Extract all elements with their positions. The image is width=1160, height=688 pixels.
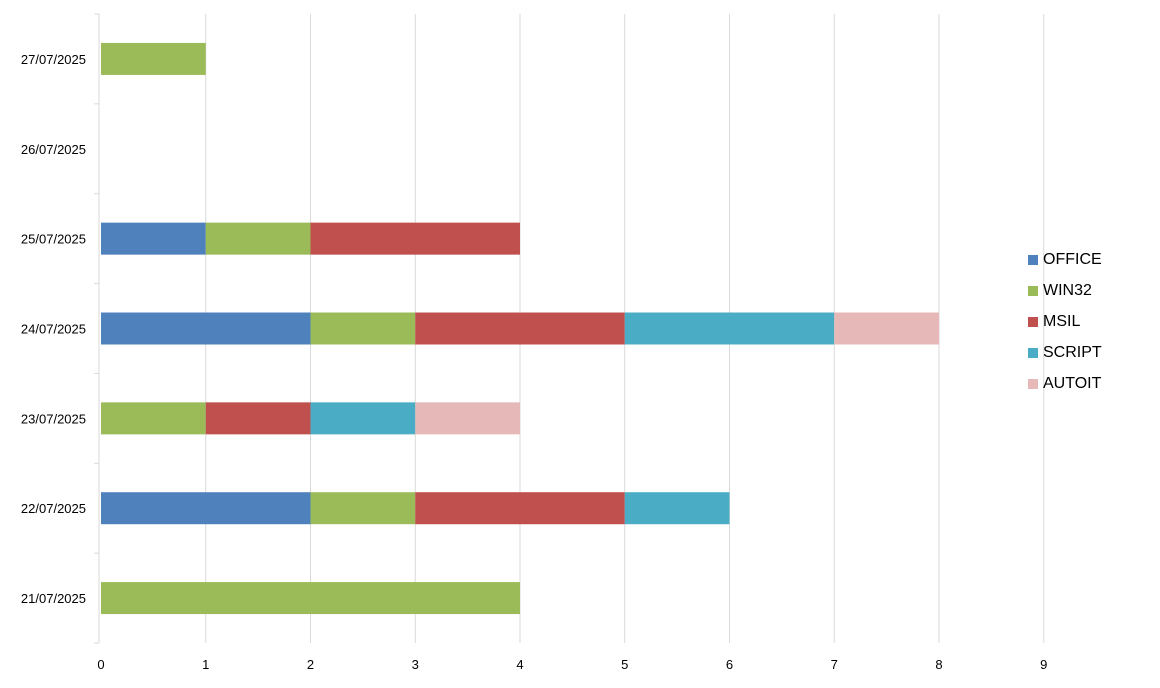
x-tick-label: 1 [202,657,209,672]
x-tick-label: 0 [97,657,104,672]
bar-segment-autoit [834,312,939,345]
bar-segment-win32 [101,42,206,75]
bar-segment-win32 [205,222,311,255]
legend: OFFICE WIN32 MSIL SCRIPT AUTOIT [1028,244,1102,399]
x-tick-label: 7 [831,657,838,672]
x-tick-label: 5 [621,657,628,672]
bar-segment-script [624,492,730,525]
y-tick-label: 26/07/2025 [21,142,86,157]
x-tick-label: 9 [1040,657,1047,672]
y-tick-label: 22/07/2025 [21,501,86,516]
y-tick-label: 24/07/2025 [21,322,86,337]
bar-segment-win32 [310,492,416,525]
legend-label: WIN32 [1043,281,1092,299]
bar-segment-autoit [415,402,520,435]
legend-swatch [1028,285,1038,296]
bar-segment-script [310,402,416,435]
x-tick-label: 3 [412,657,419,672]
x-tick-label: 4 [516,657,523,672]
x-tick-label: 8 [935,657,942,672]
y-tick-label: 25/07/2025 [21,232,86,247]
bar-segment-win32 [101,402,206,435]
legend-swatch [1028,254,1038,265]
legend-label: OFFICE [1043,250,1102,268]
x-tick-label: 6 [726,657,733,672]
bar-segment-office [101,222,206,255]
bar-segment-office [101,492,311,525]
bar-segment-script [624,312,835,345]
legend-label: AUTOIT [1043,374,1102,392]
bars [101,42,939,615]
legend-swatch [1028,316,1038,327]
legend-label: MSIL [1043,312,1081,330]
x-tick-label: 2 [307,657,314,672]
bar-segment-win32 [101,582,520,615]
bar-segment-msil [415,492,625,525]
y-tick-label: 21/07/2025 [21,591,86,606]
bar-segment-win32 [310,312,416,345]
legend-item-script: SCRIPT [1028,337,1102,368]
legend-swatch [1028,347,1038,358]
tick-labels: 0 1 2 3 4 5 6 7 8 9 21/07/2025 22/07/2025 23/07/2025… [21,52,1047,672]
bar-segment-msil [415,312,625,345]
axes [94,13,100,644]
y-tick-label: 23/07/2025 [21,411,86,426]
legend-label: SCRIPT [1043,343,1102,361]
legend-item-win32: WIN32 [1028,275,1102,306]
bar-segment-msil [205,402,311,435]
bar-segment-msil [310,222,520,255]
legend-item-autoit: AUTOIT [1028,368,1102,399]
bar-segment-office [101,312,311,345]
legend-item-msil: MSIL [1028,306,1102,337]
y-tick-label: 27/07/2025 [21,52,86,67]
legend-swatch [1028,378,1038,389]
legend-item-office: OFFICE [1028,244,1102,275]
